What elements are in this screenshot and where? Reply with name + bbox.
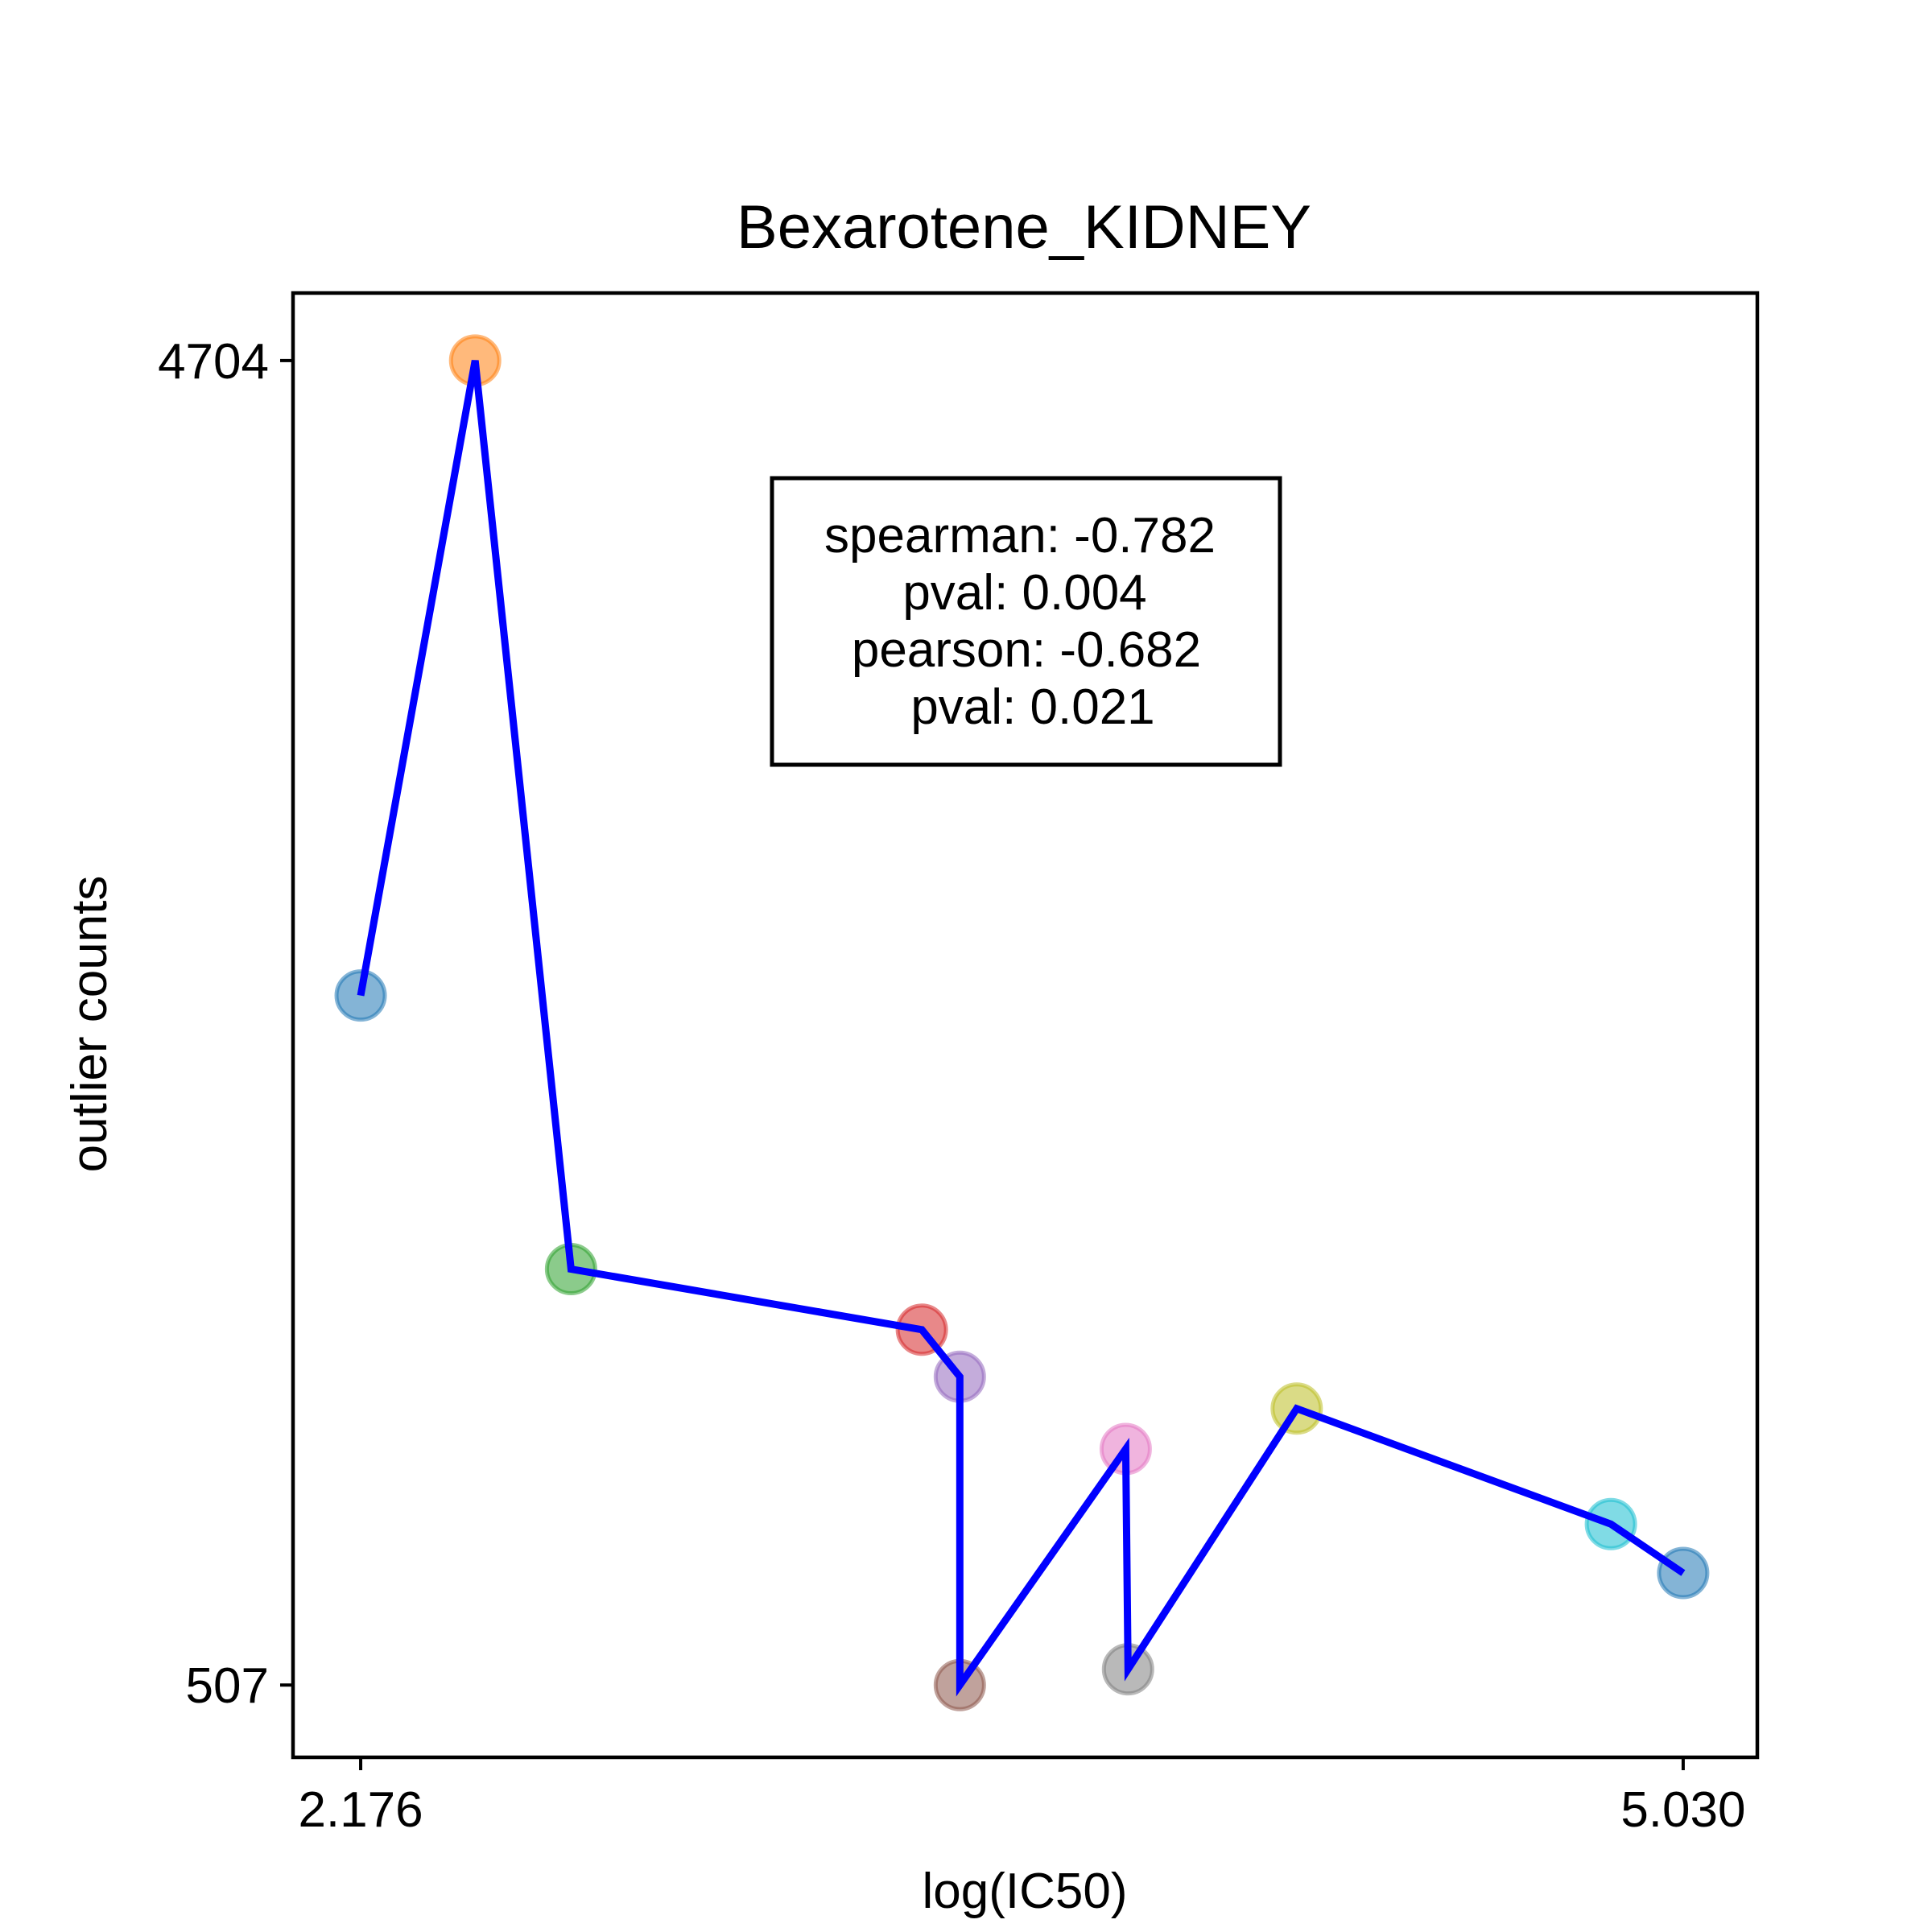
x-axis-label: log(IC50) <box>923 1864 1128 1919</box>
x-tick-label-1: 2.176 <box>298 1782 423 1838</box>
y-axis-label: outlier counts <box>62 876 118 1173</box>
axis-ticks: 2.176 5.030 507 4704 <box>158 334 1745 1838</box>
plot-marks <box>334 334 1710 1711</box>
plot-frame <box>291 291 1760 1760</box>
stats-box-frame <box>770 476 1282 767</box>
stats-line-pearson-pval: pval: 0.021 <box>910 679 1154 735</box>
stats-line-spearman: spearman: -0.782 <box>824 508 1216 564</box>
x-tick-label-2: 5.030 <box>1620 1782 1745 1838</box>
chart-title: Bexarotene_KIDNEY <box>737 193 1311 262</box>
stats-line-spearman-pval: pval: 0.004 <box>902 565 1146 621</box>
y-tick-label-2: 4704 <box>158 334 269 390</box>
stats-box: spearman: -0.782 pval: 0.004 pearson: -0… <box>770 476 1282 767</box>
series-line <box>357 360 1686 1697</box>
y-tick-label-1: 507 <box>186 1658 269 1714</box>
stats-line-pearson: pearson: -0.682 <box>852 622 1201 678</box>
